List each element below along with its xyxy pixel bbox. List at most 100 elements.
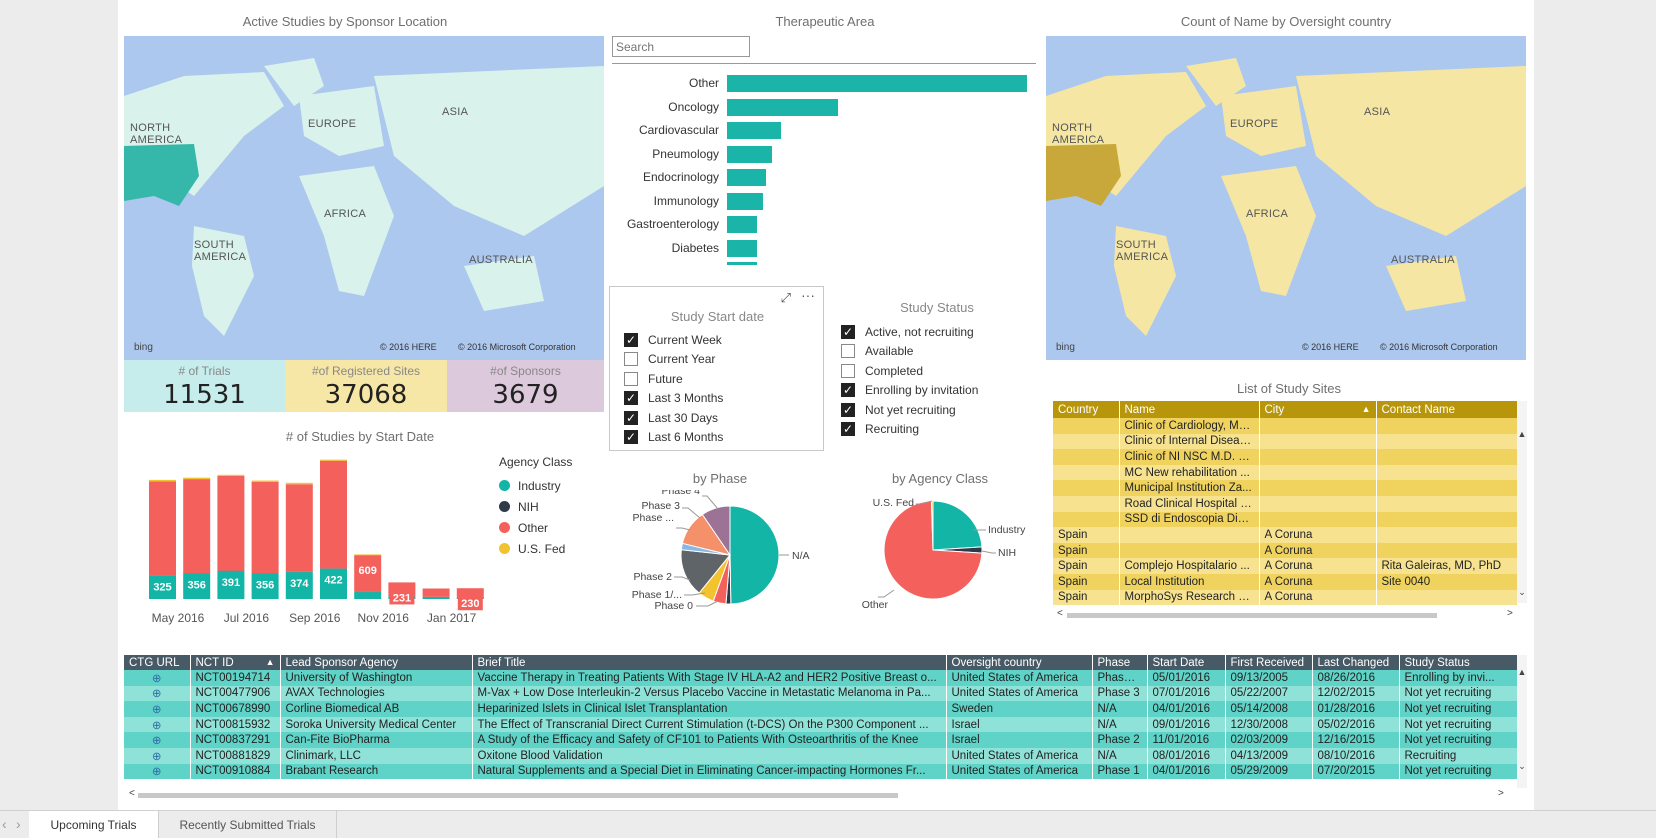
therapeutic-bar[interactable] bbox=[727, 192, 763, 210]
checkbox-checked-icon[interactable]: ✓ bbox=[624, 430, 638, 445]
study-sites-table-container[interactable]: Country Name City ▲ Contact Name Clinic o… bbox=[1053, 401, 1517, 610]
table-row[interactable]: SSD di Endoscopia Dige... bbox=[1053, 511, 1517, 528]
sites-hscroll-thumb[interactable] bbox=[1067, 613, 1437, 618]
focus-mode-icon[interactable]: ⤢ bbox=[780, 290, 791, 305]
table-row[interactable]: Road Clinical Hospital o... bbox=[1053, 495, 1517, 512]
checkbox-unchecked-icon[interactable] bbox=[624, 371, 638, 386]
scroll-left-icon[interactable]: < bbox=[1057, 608, 1063, 619]
link-icon[interactable]: ⊕ bbox=[151, 703, 162, 716]
study-status-item[interactable]: ✓ Not yet recruiting bbox=[841, 400, 1026, 420]
table-row[interactable]: Spain Complejo Hospitalario ... A Coruna Ri… bbox=[1053, 558, 1517, 574]
table-row[interactable]: ⊕ NCT00815932 Soroka University Medical Ce… bbox=[124, 716, 1517, 733]
trials-hscroll-thumb[interactable] bbox=[138, 793, 898, 798]
stacked-bar-segment-other[interactable] bbox=[456, 588, 484, 597]
stacked-bar-segment-industry[interactable] bbox=[422, 596, 450, 599]
checkbox-checked-icon[interactable]: ✓ bbox=[624, 391, 638, 406]
trials-col-ctg-url[interactable]: CTG URL bbox=[124, 655, 191, 670]
therapeutic-bar[interactable] bbox=[727, 75, 1027, 92]
trials-col-first-received[interactable]: First Received bbox=[1225, 655, 1313, 670]
table-row[interactable]: Spain MorphoSys Research Site A Coruna bbox=[1053, 589, 1517, 606]
trials-col-nct-id[interactable]: NCT ID ▲ bbox=[190, 655, 281, 670]
table-row[interactable]: ⊕ NCT00881829 Clinimark, LLC Oxitone Blood … bbox=[124, 747, 1517, 764]
stacked-bar-segment-other[interactable] bbox=[251, 481, 279, 574]
table-row[interactable]: ⊕ NCT00837291 Can-Fite BioPharma A Study of… bbox=[124, 732, 1517, 748]
scroll-left-icon[interactable]: < bbox=[129, 788, 135, 799]
tabs-next-icon[interactable]: › bbox=[16, 816, 21, 832]
legend-item[interactable]: NIH bbox=[499, 496, 609, 517]
table-row[interactable]: Spain A Coruna bbox=[1053, 542, 1517, 559]
sites-col-country[interactable]: Country bbox=[1053, 401, 1120, 418]
study-status-item[interactable]: ✓ Recruiting bbox=[841, 420, 1026, 440]
legend-item[interactable]: U.S. Fed bbox=[499, 538, 609, 559]
table-row[interactable]: Clinic of NI NSC M.D. St... bbox=[1053, 449, 1517, 465]
trials-col-country[interactable]: Oversight country bbox=[946, 655, 1093, 670]
oversight-country-map[interactable]: NORTH AMERICA EUROPE ASIA AFRICA SOUTH AMERI… bbox=[1046, 36, 1526, 360]
checkbox-checked-icon[interactable]: ✓ bbox=[841, 422, 855, 437]
checkbox-unchecked-icon[interactable] bbox=[624, 352, 638, 367]
tab-recently-submitted-trials[interactable]: Recently Submitted Trials bbox=[159, 811, 337, 838]
pie-slice[interactable] bbox=[701, 505, 731, 557]
therapeutic-bar[interactable] bbox=[727, 216, 757, 233]
pie-slice[interactable] bbox=[932, 500, 983, 551]
scroll-right-icon[interactable]: > bbox=[1507, 608, 1513, 619]
table-row[interactable]: ⊕ NCT00477906 AVAX Technologies M-Vax + Low… bbox=[124, 685, 1517, 702]
sponsor-location-map[interactable]: NORTH AMERICA EUROPE ASIA AFRICA SOUTH AMERI… bbox=[124, 36, 604, 360]
checkbox-checked-icon[interactable]: ✓ bbox=[841, 324, 855, 339]
scroll-down-icon[interactable]: ⌄ bbox=[1518, 761, 1526, 771]
link-icon[interactable]: ⊕ bbox=[151, 719, 162, 732]
more-options-icon[interactable]: ··· bbox=[801, 287, 815, 303]
link-icon[interactable]: ⊕ bbox=[151, 735, 162, 748]
start-date-item[interactable]: ✓ Last 30 Days bbox=[624, 408, 814, 428]
stacked-bar-segment-other[interactable] bbox=[422, 588, 450, 597]
sites-col-contact[interactable]: Contact Name bbox=[1376, 401, 1517, 418]
table-row[interactable]: Clinic of Internal Diseas... bbox=[1053, 433, 1517, 450]
therapeutic-search-input[interactable] bbox=[612, 36, 750, 57]
table-row[interactable]: Spain A Coruna bbox=[1053, 527, 1517, 543]
table-row[interactable]: ⊕ NCT00910884 Brabant Research Natural Supp… bbox=[124, 763, 1517, 780]
stacked-bar-segment-other[interactable] bbox=[183, 479, 211, 574]
trials-vertical-scrollbar[interactable]: ▲ ⌄ bbox=[1517, 655, 1527, 788]
sites-col-name[interactable]: Name bbox=[1119, 401, 1260, 418]
link-icon[interactable]: ⊕ bbox=[151, 750, 162, 763]
trials-col-status[interactable]: Study Status bbox=[1399, 655, 1517, 670]
therapeutic-bar[interactable] bbox=[727, 145, 772, 163]
therapeutic-bar[interactable] bbox=[727, 122, 781, 139]
pie-slice[interactable] bbox=[680, 549, 731, 594]
scroll-up-icon[interactable]: ▲ bbox=[1517, 667, 1527, 677]
trials-col-start-date[interactable]: Start Date bbox=[1147, 655, 1226, 670]
pie-slice[interactable] bbox=[729, 505, 780, 605]
start-date-item[interactable]: ✓ Last 3 Months bbox=[624, 389, 814, 409]
sites-col-city[interactable]: City ▲ bbox=[1259, 401, 1377, 418]
legend-item[interactable]: Industry bbox=[499, 475, 609, 496]
stacked-bar-segment-u-s-fed[interactable] bbox=[320, 459, 347, 461]
link-icon[interactable]: ⊕ bbox=[151, 688, 162, 701]
stacked-bar-segment-other[interactable] bbox=[149, 481, 176, 576]
study-status-item[interactable]: Available bbox=[841, 342, 1026, 362]
table-row[interactable]: Clinic of Cardiology, Mu... bbox=[1053, 418, 1517, 434]
trials-col-phase[interactable]: Phase bbox=[1092, 655, 1148, 670]
trials-col-sponsor[interactable]: Lead Sponsor Agency bbox=[280, 655, 473, 670]
tab-upcoming-trials[interactable]: Upcoming Trials bbox=[29, 811, 159, 838]
study-status-item[interactable]: ✓ Active, not recruiting bbox=[841, 322, 1026, 342]
stacked-bar-segment-other[interactable] bbox=[320, 460, 347, 569]
table-row[interactable]: ⊕ NCT00194714 University of Washington Vacc… bbox=[124, 670, 1517, 686]
table-row[interactable]: Spain Local Institution A Coruna Site 0040 bbox=[1053, 573, 1517, 590]
trials-horizontal-scrollbar[interactable]: < > bbox=[124, 788, 1517, 801]
trials-col-last-changed[interactable]: Last Changed bbox=[1312, 655, 1400, 670]
checkbox-unchecked-icon[interactable] bbox=[841, 344, 855, 359]
stacked-bar-segment-u-s-fed[interactable] bbox=[149, 479, 176, 482]
table-row[interactable]: MC New rehabilitation ... bbox=[1053, 464, 1517, 481]
start-date-item[interactable]: ✓ Last 6 Months bbox=[624, 428, 814, 448]
table-row[interactable]: Municipal Institution Za... bbox=[1053, 480, 1517, 496]
start-date-item[interactable]: Future bbox=[624, 369, 814, 389]
therapeutic-bar[interactable] bbox=[727, 98, 838, 116]
table-row[interactable]: ⊕ NCT00678990 Corline Biomedical AB Heparin… bbox=[124, 701, 1517, 717]
checkbox-checked-icon[interactable]: ✓ bbox=[624, 332, 638, 347]
study-status-item[interactable]: ✓ Enrolling by invitation bbox=[841, 381, 1026, 401]
checkbox-unchecked-icon[interactable] bbox=[841, 363, 855, 378]
tabs-prev-icon[interactable]: ‹ bbox=[2, 816, 7, 832]
scroll-up-icon[interactable]: ▲ bbox=[1517, 429, 1527, 439]
link-icon[interactable]: ⊕ bbox=[151, 672, 162, 685]
stacked-bar-segment-u-s-fed[interactable] bbox=[217, 474, 245, 476]
checkbox-checked-icon[interactable]: ✓ bbox=[841, 383, 855, 398]
